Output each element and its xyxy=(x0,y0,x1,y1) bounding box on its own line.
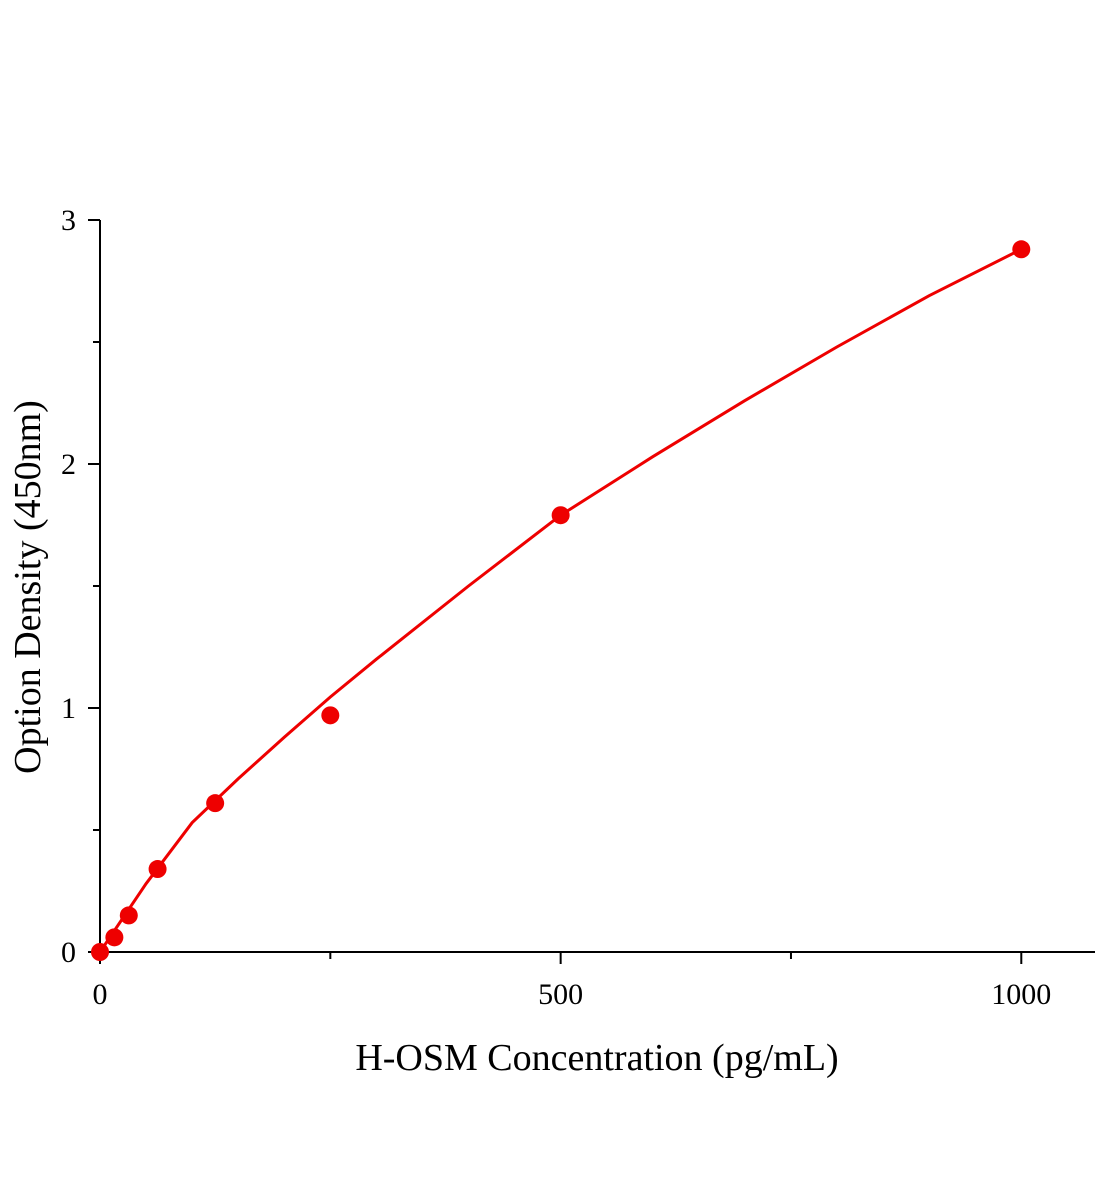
y-tick-label: 2 xyxy=(61,448,76,481)
x-tick-label: 500 xyxy=(538,978,583,1011)
x-axis-title: H-OSM Concentration (pg/mL) xyxy=(355,1037,838,1079)
data-point xyxy=(148,860,167,879)
data-point xyxy=(91,943,109,961)
y-axis-title: Option Density (450nm) xyxy=(7,400,49,774)
y-tick-label: 3 xyxy=(61,204,76,237)
data-point xyxy=(105,928,124,947)
x-tick-label: 1000 xyxy=(991,978,1051,1011)
data-point xyxy=(321,706,340,725)
y-tick-label: 0 xyxy=(61,936,76,969)
data-point xyxy=(551,506,570,525)
data-point xyxy=(206,794,225,813)
fit-curve xyxy=(98,247,1022,953)
x-tick-label: 0 xyxy=(93,978,108,1011)
y-tick-label: 1 xyxy=(61,692,76,725)
data-point xyxy=(1012,240,1031,259)
data-point xyxy=(119,906,138,925)
